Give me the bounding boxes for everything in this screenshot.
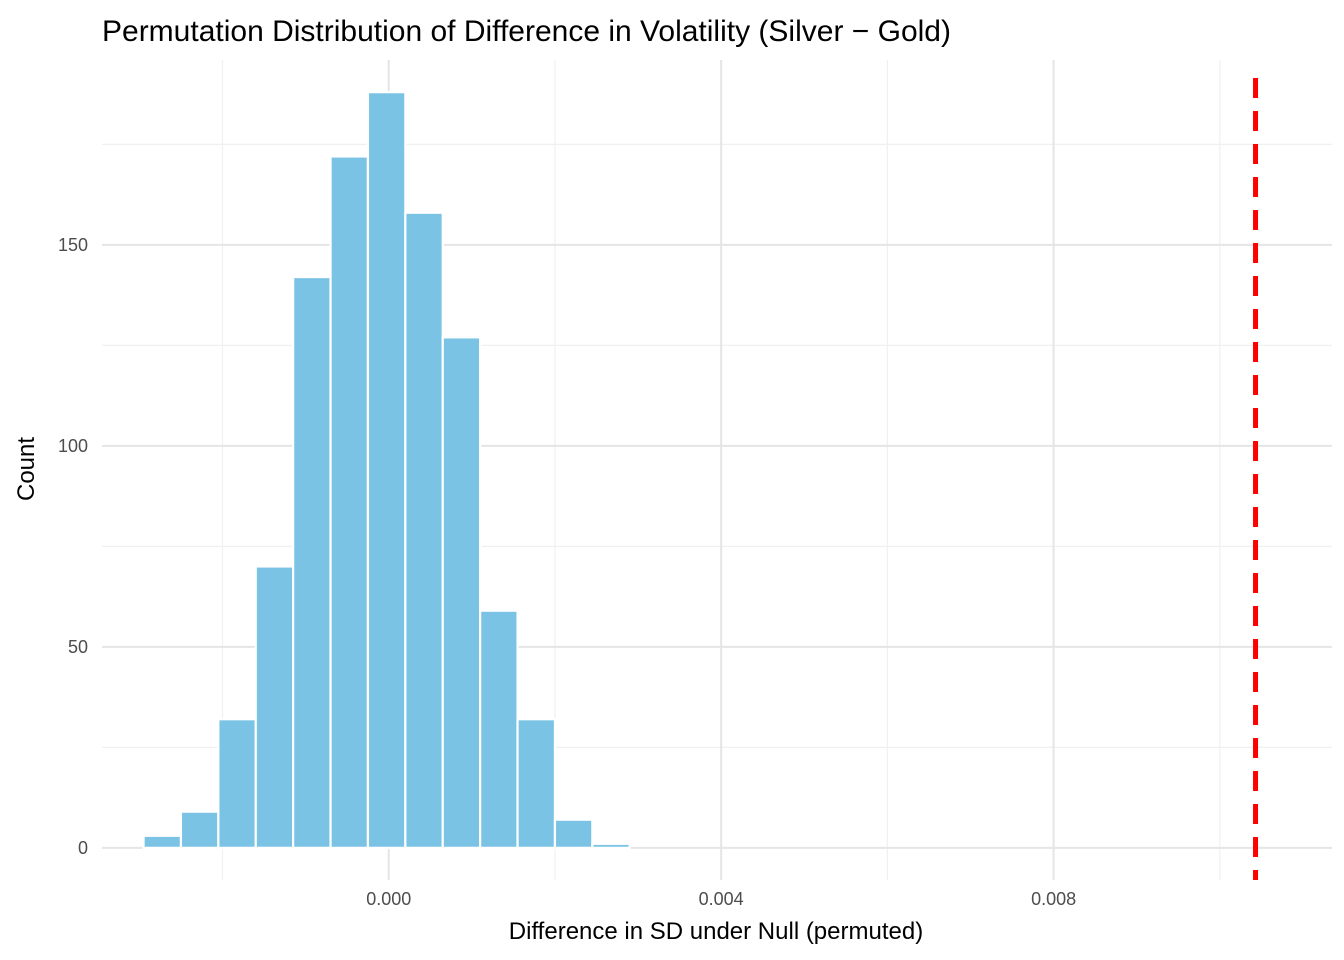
y-tick-label: 0 [78,838,88,858]
histogram-bar [329,155,370,849]
histogram-bar [553,818,594,849]
y-tick-label: 50 [68,637,88,657]
x-tick-label: 0.000 [366,889,411,909]
tick-labels-layer: 0.000 0.004 0.008 0 50 100 150 [58,235,1076,909]
x-tick-label: 0.008 [1031,889,1076,909]
histogram-bar [404,211,444,849]
histogram-bar [516,718,557,849]
histogram-bar [591,842,631,849]
y-tick-label: 150 [58,235,88,255]
x-axis-title: Difference in SD under Null (permuted) [509,918,923,945]
y-axis-title: Count [13,437,40,501]
histogram-bar [142,834,183,849]
histogram-bar [292,275,332,849]
histogram-bar [441,336,482,849]
chart-title: Permutation Distribution of Difference i… [102,15,951,48]
histogram-bar [217,718,257,849]
bars-layer [142,91,631,849]
histogram-bar [479,609,519,849]
histogram-bar [179,810,220,849]
histogram-bar [366,91,407,849]
y-tick-label: 100 [58,436,88,456]
histogram-bar [254,565,295,849]
x-tick-label: 0.004 [699,889,744,909]
